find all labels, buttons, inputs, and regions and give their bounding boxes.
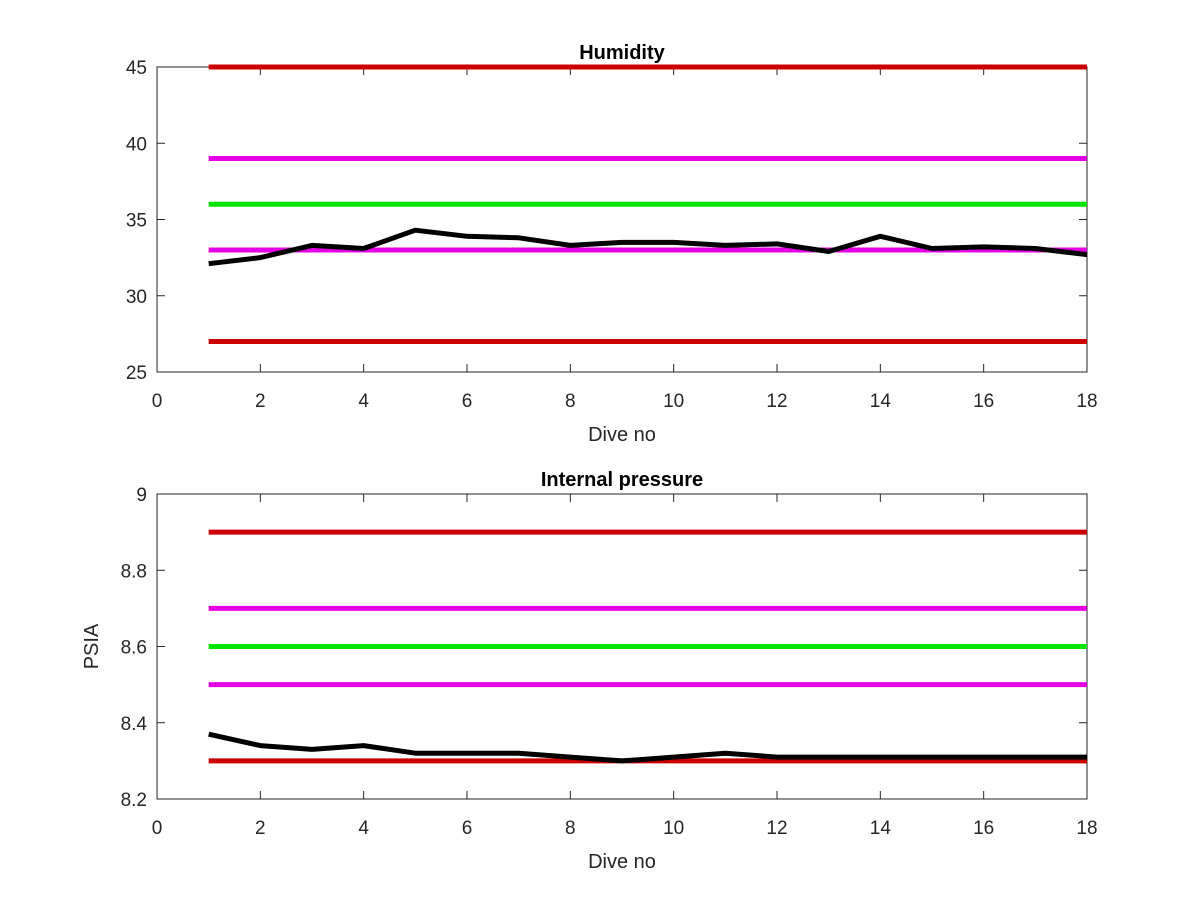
- y-tick-label: 8.8: [121, 561, 147, 582]
- series-line: [208, 227, 1088, 267]
- x-tick-label: 0: [152, 818, 163, 839]
- y-tick-label: 9: [136, 485, 147, 506]
- y-tick-label: 8.6: [121, 638, 147, 659]
- y-tick-label: 8.2: [121, 790, 147, 811]
- y-tick-label: 45: [126, 58, 147, 79]
- x-tick-label: 8: [565, 818, 576, 839]
- plot-title: Internal pressure: [541, 469, 703, 491]
- x-tick-label: 12: [766, 391, 787, 412]
- y-tick-label: 25: [126, 363, 147, 384]
- humidity-plot: 0 2 4 6 8 10 12 14 16 18 25 30 35 40 45 Humidity Dive no: [126, 42, 1098, 446]
- x-tick-label: 2: [255, 391, 266, 412]
- x-tick-label: 18: [1076, 818, 1097, 839]
- x-axis-label: Dive no: [588, 851, 656, 873]
- x-tick-label: 10: [663, 818, 684, 839]
- y-tick-label: 8.4: [121, 714, 148, 735]
- y-tick-label: 40: [126, 134, 147, 155]
- x-tick-label: 6: [462, 391, 473, 412]
- x-tick-label: 6: [462, 818, 473, 839]
- x-tick-label: 4: [358, 391, 369, 412]
- y-tick-label: 35: [126, 211, 147, 232]
- x-tick-label: 12: [766, 818, 787, 839]
- x-tick-label: 16: [973, 818, 994, 839]
- x-tick-label: 14: [870, 818, 892, 839]
- x-tick-label: 14: [870, 391, 892, 412]
- internal-pressure-plot: 0 2 4 6 8 10 12 14 16 18 8.2 8.4 8.6 8.8 9 Internal pre…: [81, 469, 1098, 873]
- x-tick-label: 2: [255, 818, 266, 839]
- x-tick-label: 16: [973, 391, 994, 412]
- axes-box: [156, 66, 1088, 373]
- y-axis-label: PSIA: [81, 623, 103, 669]
- x-tick-label: 0: [152, 391, 163, 412]
- y-tick-label: 30: [126, 287, 147, 308]
- plot-title: Humidity: [579, 42, 665, 64]
- x-tick-label: 10: [663, 391, 684, 412]
- x-tick-label: 4: [358, 818, 369, 839]
- series-line: [208, 731, 1087, 764]
- x-axis-label: Dive no: [588, 424, 656, 446]
- x-tick-label: 18: [1076, 391, 1097, 412]
- x-tick-label: 8: [565, 391, 576, 412]
